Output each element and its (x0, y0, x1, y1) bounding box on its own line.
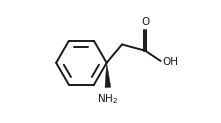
Text: O: O (141, 17, 149, 27)
Text: OH: OH (162, 57, 178, 67)
Text: NH$_2$: NH$_2$ (97, 92, 118, 106)
Polygon shape (105, 63, 111, 88)
